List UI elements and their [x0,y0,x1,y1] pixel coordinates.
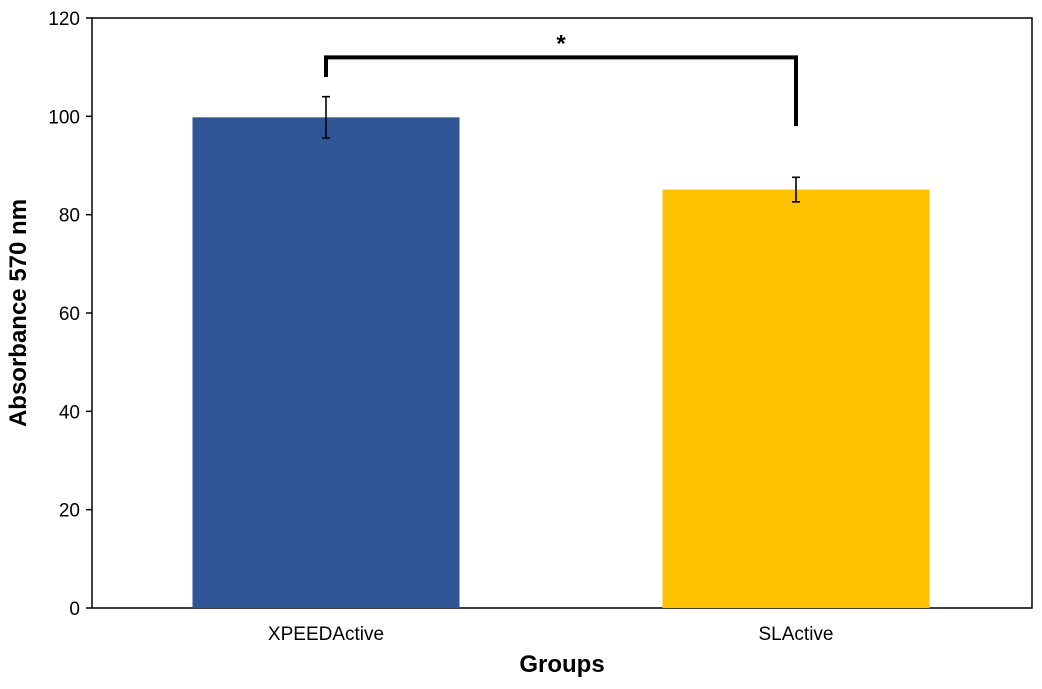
x-axis-title: Groups [519,651,604,678]
x-tick-label: XPEEDActive [268,624,384,645]
y-axis-ticks: 0 20 40 60 80 100 120 [48,9,92,620]
y-tick-label: 60 [59,304,80,325]
y-tick-label: 120 [48,9,80,30]
significance-bracket: * [324,30,798,127]
y-tick-label: 0 [69,599,80,620]
bars [192,117,930,609]
y-tick-label: 20 [59,501,80,522]
x-tick-label: SLActive [759,624,834,645]
y-axis-title: Absorbance 570 nm [5,199,32,427]
significance-label: * [556,30,566,57]
bar-slactive [662,189,930,608]
y-tick-label: 100 [48,107,80,128]
bar-xpeedactive [192,117,460,609]
x-axis-tick-labels: XPEEDActive SLActive [268,624,834,645]
significance-bracket-line [324,55,798,127]
error-bars [322,95,800,203]
y-tick-label: 40 [59,402,80,423]
y-tick-label: 80 [59,206,80,227]
